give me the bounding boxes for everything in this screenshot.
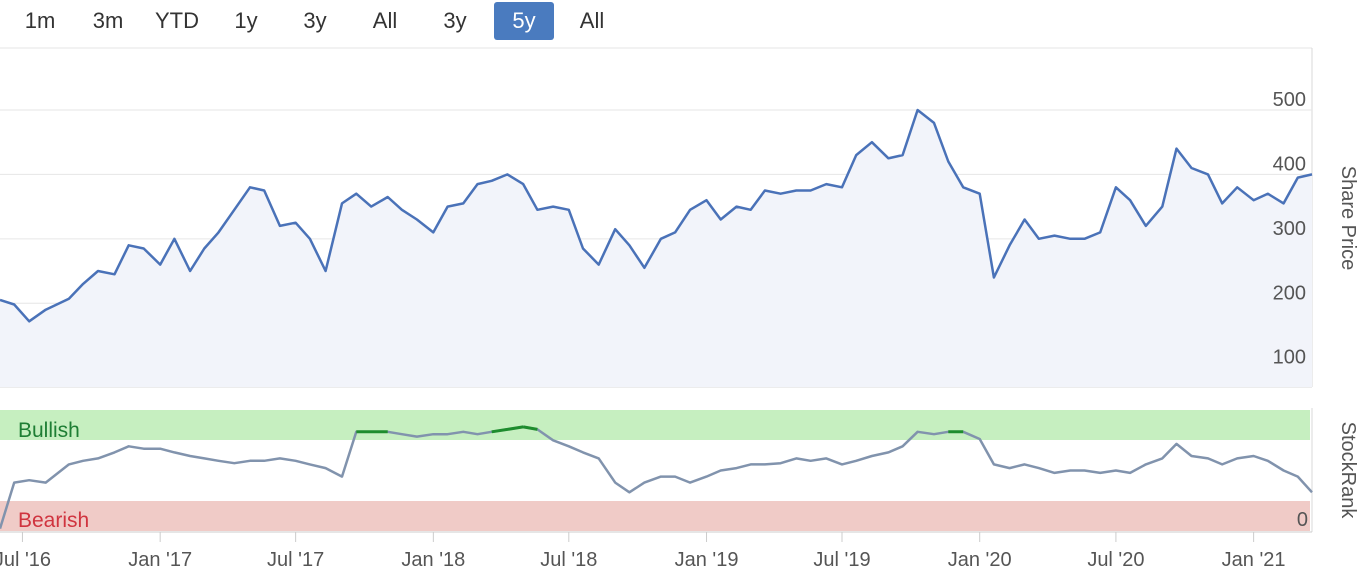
range-button-5y[interactable]: 5y <box>494 2 554 40</box>
x-axis-label: Jan '19 <box>675 549 739 571</box>
range-selector: 1m 3m YTD 1y 3y All 3y 5y All <box>0 0 700 44</box>
rank-axis-title: StockRank <box>1337 422 1359 520</box>
rank-y-tick-0: 0 <box>1297 509 1308 531</box>
bearish-band-label: Bearish <box>18 509 89 532</box>
price-y-tick-500: 500 <box>1273 89 1306 111</box>
bearish-band <box>0 501 1310 531</box>
price-axis-title: Share Price <box>1337 166 1359 271</box>
rank-bullish-segments <box>356 425 964 434</box>
x-axis-label: Jul '17 <box>267 549 324 571</box>
x-axis-label: Jan '17 <box>128 549 192 571</box>
x-axis-label: Jul '20 <box>1087 549 1144 571</box>
range-button-1y[interactable]: 1y <box>234 8 258 33</box>
x-axis-label: Jan '20 <box>948 549 1012 571</box>
x-axis-label: Jul '16 <box>0 549 51 571</box>
bullish-band-label: Bullish <box>18 419 80 442</box>
price-y-tick-100: 100 <box>1273 347 1306 369</box>
range-button-all-secondary[interactable]: All <box>579 8 605 33</box>
x-axis-label: Jan '18 <box>401 549 465 571</box>
x-axis-label: Jan '21 <box>1222 549 1286 571</box>
range-button-3y-secondary[interactable]: 3y <box>443 8 467 33</box>
x-axis-label: Jul '19 <box>813 549 870 571</box>
price-y-tick-400: 400 <box>1273 153 1306 175</box>
x-axis: Jul '16 Jan '17 Jul '17 Jan '18 Jul '18 Jan '… <box>0 532 1286 571</box>
range-button-3y[interactable]: 3y <box>303 8 327 33</box>
range-button-1m[interactable]: 1m <box>24 8 56 33</box>
range-button-all[interactable]: All <box>372 8 398 33</box>
price-y-axis-ticks: 100 200 300 400 500 <box>1273 89 1306 369</box>
range-button-3m[interactable]: 3m <box>92 8 124 33</box>
x-axis-label: Jul '18 <box>540 549 597 571</box>
range-button-ytd[interactable]: YTD <box>155 8 199 33</box>
price-y-tick-300: 300 <box>1273 218 1306 240</box>
bullish-band <box>0 410 1310 440</box>
price-series-line <box>0 108 1313 323</box>
price-y-tick-200: 200 <box>1273 282 1306 304</box>
rank-series-line <box>0 425 1313 529</box>
